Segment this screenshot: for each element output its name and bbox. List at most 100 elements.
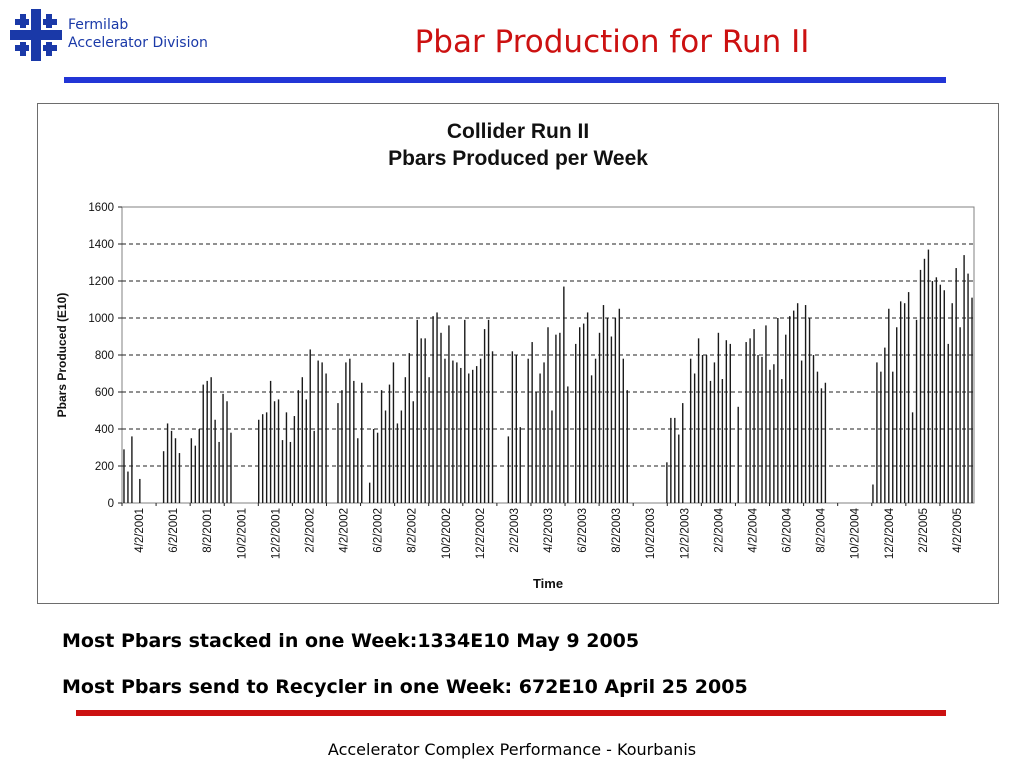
bar [622,358,624,503]
x-tick-label: 2/2/2004 [713,507,725,552]
top-divider [64,77,946,83]
y-tick-label: 1000 [88,313,114,325]
bar [361,382,363,503]
bar [769,369,771,503]
bar [820,388,823,503]
bar [468,373,470,503]
bar [666,462,668,503]
bar [388,384,391,503]
bar [959,327,961,503]
bar [796,303,799,503]
bar [230,432,232,503]
bar [721,379,724,503]
x-tick-label: 6/2/2004 [782,507,794,552]
bar [614,318,617,503]
x-tick-label: 12/2/2003 [679,508,691,559]
bar [670,417,672,503]
bar [293,416,296,503]
bar [907,292,910,503]
bar [872,484,874,503]
bar [725,340,728,503]
bar [713,362,716,503]
x-tick-label: 2/2/2005 [918,508,930,553]
bar [527,358,529,503]
bar [519,427,521,503]
org-line-2: Accelerator Division [68,35,208,51]
bar [380,390,383,503]
x-tick-label: 2/2/2003 [509,508,521,553]
bar [285,412,288,503]
bar [555,334,557,503]
bar [198,429,200,503]
bar [174,438,177,503]
bar [693,373,696,503]
x-tick-label: 12/2/2004 [884,507,896,559]
bar [963,255,965,503]
bar [618,308,621,503]
bar [915,319,918,503]
x-tick-label: 6/2/2003 [577,508,589,553]
bar [781,379,783,503]
x-tick-label: 12/2/2001 [270,508,282,559]
bar [309,349,311,503]
bar [697,338,700,503]
bar [139,478,141,503]
bar [761,356,763,503]
bar [737,406,739,503]
x-tick-label: 6/2/2002 [373,508,385,553]
bar [321,362,323,503]
bar [792,310,795,503]
bar [579,327,581,503]
y-tick-label: 800 [95,350,114,362]
y-tick-label: 200 [95,461,114,473]
bar [745,342,747,503]
bar [594,358,597,503]
bar [472,369,474,503]
bar [923,258,926,503]
y-axis-title: Pbars Produced (E10) [55,293,69,418]
bar [416,319,418,503]
bar [590,375,593,503]
bar [888,308,890,503]
bar [967,273,969,503]
bar [951,303,953,503]
bar [955,268,957,503]
note-most-recycler: Most Pbars send to Recycler in one Week:… [62,676,748,698]
bar [535,392,537,503]
bar [349,358,351,503]
bar [131,436,133,503]
bar [162,451,165,503]
bar [563,286,565,503]
x-tick-label: 4/2/2005 [952,508,964,553]
bar [218,441,220,503]
bar [773,364,775,503]
bar [935,277,938,503]
bar [289,441,292,503]
bar [166,423,169,503]
bar [753,329,755,503]
bar [424,338,426,503]
bar [892,371,894,503]
bar [273,401,276,503]
bar [123,449,125,503]
bar [931,281,934,503]
y-tick-label: 400 [95,424,114,436]
bar [464,319,466,503]
bar [896,327,898,503]
bar [800,360,803,503]
bar [701,355,704,503]
x-tick-label: 8/2/2001 [202,508,214,553]
bar [682,403,684,503]
slide-title: Pbar Production for Run II [414,24,810,60]
bar [226,401,228,503]
x-tick-label: 8/2/2002 [407,508,419,553]
bar [610,336,613,503]
bar [598,332,601,503]
bar [337,403,339,503]
note-most-stacked: Most Pbars stacked in one Week:1334E10 M… [62,630,640,652]
bar [305,399,307,503]
bar [261,414,264,503]
bar [749,338,751,503]
bar [170,430,173,503]
bar [586,312,589,503]
